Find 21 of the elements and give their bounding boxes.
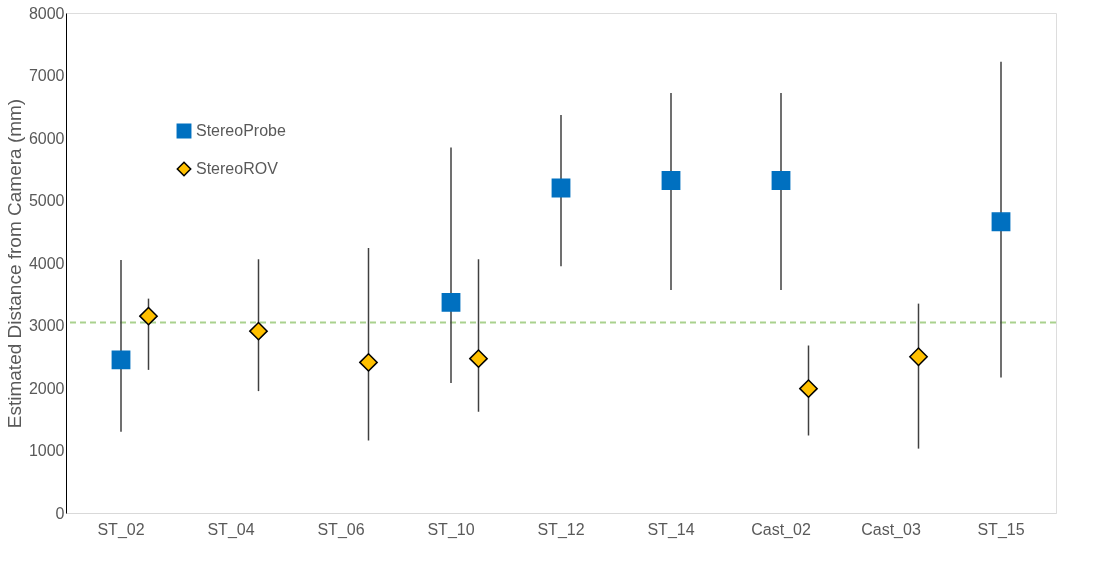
legend-label: StereoProbe [196,122,286,139]
y-tick-label: 2000 [28,379,65,397]
y-tick-label: 7000 [28,67,65,84]
legend-label: StereoROV [196,160,279,177]
x-tick-label: ST_12 [537,520,585,539]
x-tick-label: ST_14 [647,520,695,539]
y-tick-label: 1000 [28,442,65,459]
y-tick-label: 5000 [28,192,65,209]
y-tick-label: 4000 [28,254,65,272]
y-tick-label: 8000 [28,4,65,22]
x-tick-label: ST_10 [427,520,475,539]
y-tick-label: 3000 [28,317,65,334]
y-tick-label: 0 [55,504,65,522]
x-tick-label: ST_06 [317,520,365,539]
y-tick-label: 6000 [28,129,65,147]
x-tick-label: ST_02 [97,520,145,539]
x-tick-label: ST_15 [977,520,1025,539]
x-tick-label: Cast_03 [861,520,921,539]
x-tick-label: Cast_02 [751,520,811,539]
y-axis-title: Estimated Distance from Camera (mm) [3,98,25,429]
x-tick-label: ST_04 [207,520,255,539]
